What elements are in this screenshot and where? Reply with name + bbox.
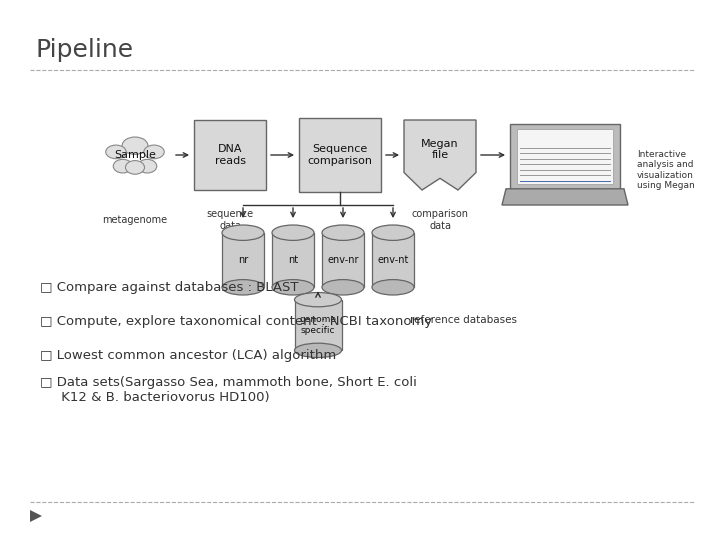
Bar bbox=[194, 120, 266, 190]
Ellipse shape bbox=[222, 280, 264, 295]
Text: env-nr: env-nr bbox=[328, 255, 359, 265]
Text: □ Data sets(Sargasso Sea, mammoth bone, Short E. coli
     K12 & B. bacteriovoru: □ Data sets(Sargasso Sea, mammoth bone, … bbox=[40, 376, 417, 404]
Text: Sequence
comparison: Sequence comparison bbox=[307, 144, 372, 166]
Ellipse shape bbox=[272, 225, 314, 240]
Bar bbox=[294, 300, 341, 350]
Text: DNA
reads: DNA reads bbox=[215, 144, 246, 166]
Text: nr: nr bbox=[238, 255, 248, 265]
Ellipse shape bbox=[113, 159, 132, 173]
Ellipse shape bbox=[372, 280, 414, 295]
Text: □ Compute, explore taxonomical content : NCBI taxonomy: □ Compute, explore taxonomical content :… bbox=[40, 315, 432, 328]
Bar bbox=[517, 129, 613, 184]
Text: Pipeline: Pipeline bbox=[35, 38, 133, 62]
Text: nt: nt bbox=[288, 255, 298, 265]
Text: Megan
file: Megan file bbox=[421, 139, 459, 160]
Text: Interactive
analysis and
visualization
using Megan: Interactive analysis and visualization u… bbox=[637, 150, 695, 190]
Polygon shape bbox=[30, 510, 42, 522]
Polygon shape bbox=[404, 120, 476, 190]
Ellipse shape bbox=[144, 145, 164, 159]
Ellipse shape bbox=[294, 293, 341, 307]
Ellipse shape bbox=[138, 159, 157, 173]
Text: comparison
data: comparison data bbox=[412, 209, 469, 231]
Bar bbox=[510, 124, 620, 189]
Ellipse shape bbox=[294, 343, 341, 357]
Ellipse shape bbox=[122, 137, 148, 154]
Bar bbox=[372, 233, 414, 287]
Ellipse shape bbox=[106, 145, 126, 159]
Ellipse shape bbox=[322, 225, 364, 240]
Ellipse shape bbox=[372, 225, 414, 240]
Polygon shape bbox=[502, 189, 628, 205]
Ellipse shape bbox=[322, 280, 364, 295]
Text: env-nt: env-nt bbox=[377, 255, 409, 265]
Text: □ Compare against databases : BLAST: □ Compare against databases : BLAST bbox=[40, 281, 299, 294]
Text: □ Lowest common ancestor (LCA) algorithm: □ Lowest common ancestor (LCA) algorithm bbox=[40, 349, 336, 362]
Text: metagenome: metagenome bbox=[102, 215, 168, 225]
Ellipse shape bbox=[222, 225, 264, 240]
Text: reference databases: reference databases bbox=[410, 315, 517, 325]
Bar bbox=[322, 233, 364, 287]
Text: sequence
data: sequence data bbox=[207, 209, 253, 231]
Bar bbox=[222, 233, 264, 287]
Text: Sample: Sample bbox=[114, 150, 156, 160]
Ellipse shape bbox=[272, 280, 314, 295]
Bar bbox=[272, 233, 314, 287]
Text: genome
specific: genome specific bbox=[300, 315, 336, 335]
Ellipse shape bbox=[125, 160, 145, 174]
Bar bbox=[299, 118, 381, 192]
